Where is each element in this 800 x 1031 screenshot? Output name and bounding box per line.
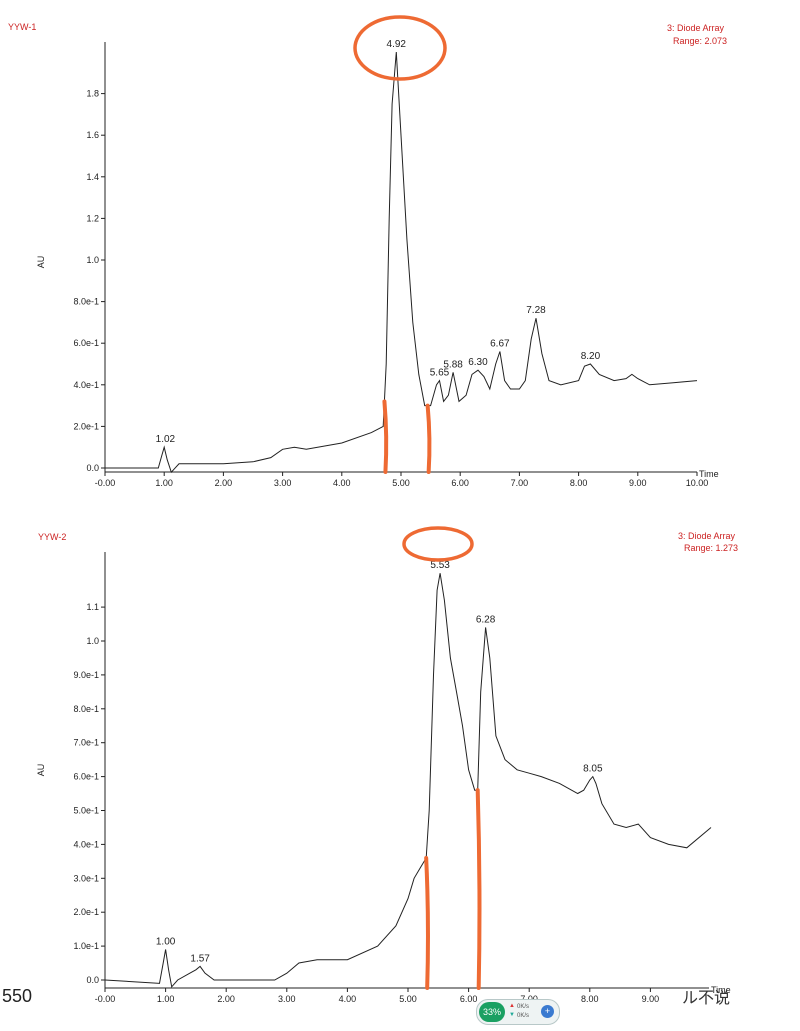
y-tick-label: 0.0 (86, 463, 99, 473)
y-tick-label: 3.0e-1 (73, 873, 99, 883)
y-tick-label: 8.0e-1 (73, 297, 99, 307)
y-tick-label: 1.1 (86, 602, 99, 612)
integration-marker (425, 403, 432, 474)
accelerator-icon[interactable]: + (541, 1005, 554, 1018)
x-tick-label: 3.00 (274, 478, 292, 488)
y-tick-label: 4.0e-1 (73, 380, 99, 390)
integration-marker (424, 855, 430, 990)
peak-label: 5.65 (430, 368, 450, 379)
chromatogram-yyw-2: YYW-2 3: Diode Array Range: 1.273 AU Tim… (36, 526, 738, 1004)
peak-label: 4.92 (387, 39, 407, 50)
y-tick-label: 2.0e-1 (73, 421, 99, 431)
x-tick-label: 3.00 (278, 994, 296, 1004)
peak-label: 7.28 (526, 305, 546, 316)
y-axis-label: AU (36, 256, 46, 269)
x-tick-label: -0.00 (95, 478, 116, 488)
integration-marks (424, 788, 482, 990)
upload-arrow-icon: ▲ (509, 1003, 515, 1009)
y-tick-label: 1.8 (86, 89, 99, 99)
side-number: 550 (2, 986, 33, 1006)
y-ticks: 0.0 1.0e-1 2.0e-1 3.0e-1 4.0e-1 5.0e-1 6.0e-1 7… (73, 602, 105, 985)
x-tick-label: 2.00 (215, 478, 233, 488)
integration-marker (382, 399, 389, 474)
y-tick-label: 1.0e-1 (73, 941, 99, 951)
peak-label: 8.05 (583, 764, 603, 775)
range-label: Range: 2.073 (673, 36, 727, 46)
chromatogram-yyw-1: YYW-1 3: Diode Array Range: 2.073 AU Tim… (8, 15, 727, 488)
upload-speed: 0K/s (517, 1004, 530, 1010)
x-tick-label: -0.00 (95, 994, 116, 1004)
highlight-circle (353, 15, 447, 81)
peak-label: 6.30 (468, 357, 488, 368)
peak-label: 6.67 (490, 339, 510, 350)
x-tick-label: 10.00 (686, 478, 709, 488)
y-tick-label: 5.0e-1 (73, 806, 99, 816)
x-axis-label: Time (711, 985, 731, 995)
x-tick-label: 4.00 (333, 478, 351, 488)
x-tick-label: 6.00 (460, 994, 478, 1004)
x-tick-label: 9.00 (642, 994, 660, 1004)
integration-marker (475, 788, 482, 990)
y-tick-label: 4.0e-1 (73, 839, 99, 849)
y-ticks: 0.0 2.0e-1 4.0e-1 6.0e-1 8.0e-1 1.0 1.2 1.4 1.6 1… (73, 89, 105, 473)
x-tick-label: 8.00 (581, 994, 599, 1004)
peak-label: 1.00 (156, 936, 176, 947)
y-tick-label: 1.4 (86, 172, 99, 182)
x-tick-label: 4.00 (339, 994, 357, 1004)
x-axis-label: Time (699, 469, 719, 479)
x-tick-label: 5.00 (399, 994, 417, 1004)
highlight-circle (402, 526, 474, 562)
y-tick-label: 6.0e-1 (73, 338, 99, 348)
detector-label: 3: Diode Array (678, 531, 736, 541)
x-tick-label: 1.00 (155, 478, 173, 488)
peak-label: 1.02 (156, 434, 176, 445)
y-axis-label: AU (36, 764, 46, 777)
x-tick-label: 8.00 (570, 478, 588, 488)
y-tick-label: 1.6 (86, 130, 99, 140)
x-tick-label: 5.00 (392, 478, 410, 488)
detector-label: 3: Diode Array (667, 23, 725, 33)
x-tick-label: 7.00 (511, 478, 529, 488)
y-tick-label: 9.0e-1 (73, 670, 99, 680)
range-label: Range: 1.273 (684, 543, 738, 553)
network-usage-badge: 33% (479, 1002, 505, 1022)
x-ticks: -0.001.002.003.004.005.006.007.008.009.0… (95, 988, 659, 1004)
peak-labels: 1.02 4.92 5.655.88 6.306.67 7.28 8.20 (156, 39, 601, 445)
peak-label: 5.88 (443, 359, 463, 370)
x-tick-label: 9.00 (629, 478, 647, 488)
chromatogram-trace (104, 573, 712, 988)
x-tick-label: 1.00 (157, 994, 175, 1004)
y-tick-label: 1.0 (86, 255, 99, 265)
sample-name: YYW-1 (8, 22, 36, 32)
y-tick-label: 0.0 (86, 975, 99, 985)
y-tick-label: 2.0e-1 (73, 907, 99, 917)
download-arrow-icon: ▼ (509, 1012, 515, 1018)
peak-label: 8.20 (581, 351, 601, 362)
peak-label: 6.28 (476, 614, 496, 625)
peak-label: 5.53 (430, 560, 450, 571)
x-tick-label: 6.00 (451, 478, 469, 488)
chromatogram-trace (105, 51, 698, 474)
watermark-text: ル不说 (682, 990, 731, 1007)
x-ticks: -0.00 1.00 2.00 3.00 4.00 5.00 6.00 7.00 8.00 9.0… (95, 472, 709, 488)
x-tick-label: 2.00 (217, 994, 235, 1004)
peak-labels: 1.00 1.57 5.53 6.28 8.05 (156, 560, 603, 964)
y-tick-label: 7.0e-1 (73, 738, 99, 748)
network-speed-widget[interactable]: 33% ▲ ▼ 0K/s 0K/s + (476, 999, 560, 1025)
download-speed: 0K/s (517, 1013, 530, 1019)
peak-label: 1.57 (190, 953, 210, 964)
y-tick-label: 6.0e-1 (73, 772, 99, 782)
integration-marks (382, 399, 432, 474)
y-tick-label: 1.0 (86, 636, 99, 646)
y-tick-label: 1.2 (86, 213, 99, 223)
sample-name: YYW-2 (38, 532, 66, 542)
y-tick-label: 8.0e-1 (73, 704, 99, 714)
